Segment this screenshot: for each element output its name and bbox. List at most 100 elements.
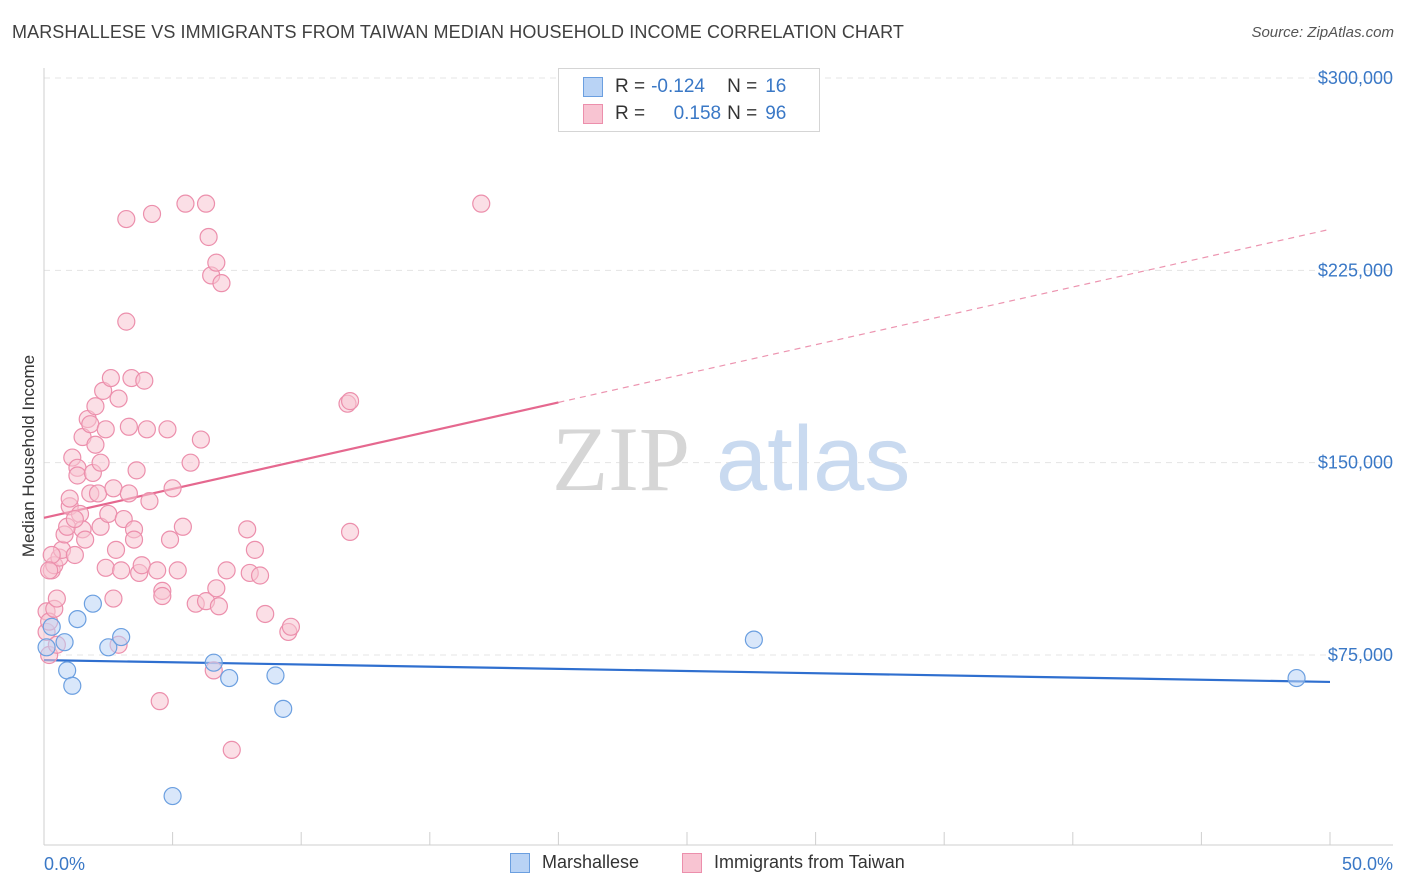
taiwan-point (256, 604, 275, 624)
taiwan-point (340, 392, 360, 411)
taiwan-point (238, 520, 257, 539)
legend-row-marshallese: R = -0.124 N = 16 (583, 74, 786, 100)
taiwan-point (250, 566, 270, 585)
taiwan-point (176, 194, 195, 213)
taiwan-point (245, 540, 265, 559)
legend-row-taiwan: R = 0.158 N = 96 (583, 101, 786, 127)
taiwan-point (81, 415, 100, 434)
bottom-legend-label: Marshallese (542, 852, 640, 872)
taiwan-point (65, 509, 84, 529)
taiwan-point (199, 227, 218, 247)
marshallese-point (1287, 668, 1306, 688)
marshallese-trend-line (43, 659, 1331, 684)
taiwan-trend-line (43, 401, 559, 519)
taiwan-point (117, 312, 136, 331)
marshallese-point (744, 630, 763, 649)
taiwan-point (127, 461, 146, 480)
taiwan-point (119, 417, 138, 436)
legend-r-value: -0.124 (651, 76, 705, 97)
taiwan-point (112, 561, 131, 580)
taiwan-point (96, 420, 115, 439)
marshallese-point (204, 653, 223, 672)
bottom-legend-label: Immigrants from Taiwan (714, 852, 905, 872)
data-points (37, 194, 1306, 806)
taiwan-point (109, 389, 128, 408)
taiwan-point (196, 194, 216, 213)
taiwan-point (148, 561, 167, 580)
x-tick-label-max: 50.0% (1342, 854, 1393, 874)
taiwan-point (340, 522, 360, 542)
taiwan-point (140, 492, 159, 511)
marshallese-point (266, 666, 285, 685)
legend-r-label: R = (615, 103, 646, 124)
taiwan-point (281, 617, 301, 636)
y-tick-label: $300,000 (1318, 68, 1393, 88)
taiwan-point (207, 579, 226, 598)
marshallese-point (99, 638, 118, 657)
taiwan-trend-line-extension (558, 228, 1331, 403)
taiwan-point (91, 453, 110, 472)
taiwan-point (135, 371, 154, 390)
marshallese-point (58, 661, 77, 680)
taiwan-point (158, 420, 177, 439)
marshallese-point (163, 786, 182, 806)
y-axis-label: Median Household Income (19, 355, 38, 557)
taiwan-point (472, 194, 491, 213)
taiwan-swatch (682, 852, 702, 873)
taiwan-point (104, 589, 123, 608)
taiwan-point (173, 517, 192, 536)
bottom-legend-taiwan: Immigrants from Taiwan (682, 852, 905, 873)
marshallese-point (83, 594, 102, 613)
taiwan-point (96, 558, 115, 577)
taiwan-point (217, 561, 236, 580)
taiwan-point (76, 530, 95, 549)
watermark-zip: ZIP (552, 408, 690, 510)
marshallese-point (68, 609, 87, 629)
taiwan-point (137, 420, 156, 439)
marshallese-swatch (510, 852, 530, 873)
legend-r-value: 0.158 (673, 103, 722, 124)
taiwan-point (101, 368, 120, 388)
taiwan-point (168, 561, 187, 580)
taiwan-point (106, 540, 126, 559)
taiwan-point (117, 209, 136, 229)
marshallese-point (37, 638, 56, 657)
taiwan-point (191, 430, 210, 449)
taiwan-point (181, 453, 200, 472)
marshallese-point (63, 676, 82, 695)
taiwan-point (42, 545, 61, 565)
taiwan-point (150, 692, 169, 711)
taiwan-point (222, 740, 241, 759)
y-tick-labels: $75,000 $150,000 $225,000 $300,000 (1318, 68, 1393, 665)
legend-r-label: R = (615, 76, 646, 97)
taiwan-point (212, 274, 231, 293)
taiwan-point (68, 466, 87, 485)
source-label: Source: ZipAtlas.com (1251, 24, 1394, 41)
marshallese-point (274, 699, 293, 718)
marshallese-point (55, 633, 74, 652)
marshallese-point (112, 627, 131, 647)
y-tick-label: $150,000 (1318, 453, 1393, 473)
taiwan-point (207, 253, 226, 272)
taiwan-point (124, 530, 144, 549)
taiwan-point (160, 530, 180, 549)
legend-n-label: N = (727, 103, 758, 124)
taiwan-point (153, 586, 172, 606)
taiwan-point (142, 204, 162, 224)
bottom-legend-marshallese: Marshallese (510, 852, 639, 873)
x-tick-marks (43, 832, 1331, 845)
marshallese-swatch (583, 77, 603, 97)
taiwan-point (86, 435, 105, 454)
y-tick-label: $75,000 (1328, 645, 1393, 665)
marshallese-point (42, 617, 61, 636)
taiwan-point (86, 397, 105, 416)
taiwan-point (47, 589, 66, 608)
taiwan-point (163, 479, 182, 498)
marshallese-point (220, 668, 239, 688)
legend-n-value: 96 (765, 103, 787, 124)
taiwan-point (132, 556, 151, 575)
watermark-atlas: atlas (716, 408, 910, 510)
correlation-legend: R = -0.124 N = 16 R = 0.158 N = 96 (558, 68, 820, 132)
legend-n-value: 16 (765, 76, 787, 97)
